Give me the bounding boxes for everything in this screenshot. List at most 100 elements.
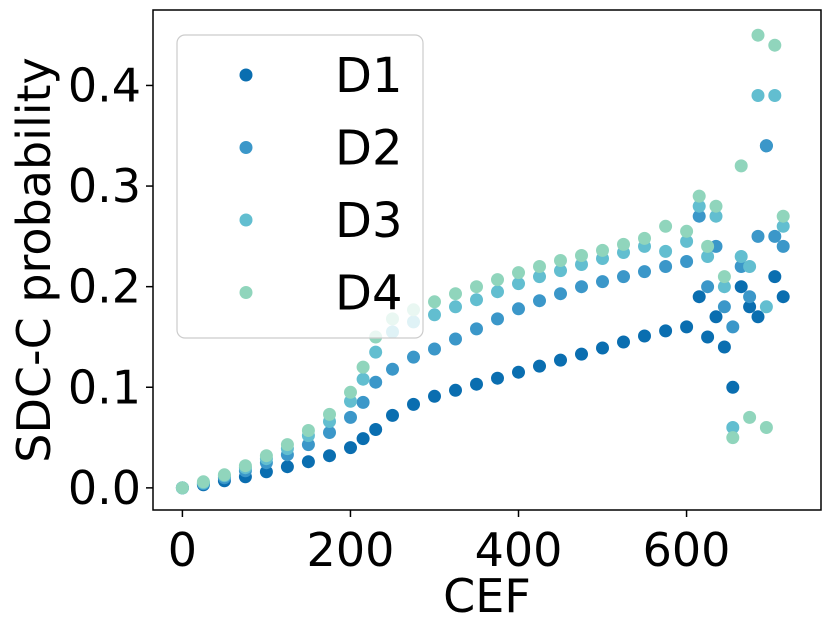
- data-point-d3: [575, 258, 588, 271]
- data-point-d4: [617, 237, 630, 251]
- data-point-d1: [659, 324, 673, 338]
- data-point-d3: [470, 293, 483, 307]
- data-point-d4: [491, 273, 504, 287]
- data-point-d4: [449, 287, 462, 301]
- data-point-d4: [768, 38, 782, 52]
- data-point-d2: [751, 229, 765, 243]
- data-point-d1: [323, 449, 336, 463]
- data-point-d1: [407, 397, 420, 411]
- data-point-d4: [726, 431, 740, 445]
- data-point-d1: [638, 329, 651, 343]
- x-axis: 0 200 400 600: [168, 510, 731, 577]
- data-point-d1: [449, 383, 462, 397]
- data-point-d2: [428, 342, 441, 356]
- data-point-d4: [692, 189, 706, 203]
- data-point-d2: [554, 287, 567, 301]
- data-point-d1: [709, 310, 723, 324]
- points-layer: [175, 28, 790, 495]
- y-tick-label: 0.3: [68, 159, 141, 213]
- data-point-d4: [470, 280, 483, 294]
- data-point-d4: [428, 295, 441, 309]
- data-point-d3: [356, 372, 370, 386]
- data-point-d4: [659, 219, 673, 233]
- data-point-d4: [175, 481, 189, 495]
- data-point-d4: [751, 28, 765, 42]
- y-axis-title: SDC-C probability: [7, 57, 61, 463]
- data-point-d2: [449, 332, 462, 346]
- data-point-d2: [768, 229, 782, 243]
- data-point-d3: [759, 300, 773, 314]
- data-point-d1: [680, 320, 694, 334]
- data-point-d2: [356, 395, 370, 409]
- data-point-d3: [768, 89, 782, 102]
- plot-frame: [152, 9, 822, 511]
- data-point-d1: [259, 465, 273, 479]
- data-point-d4: [323, 407, 336, 421]
- data-point-d1: [428, 389, 441, 403]
- data-point-d1: [596, 341, 609, 355]
- legend-marker-d1: [239, 68, 253, 82]
- data-point-d1: [369, 423, 383, 436]
- data-point-d4: [759, 421, 773, 434]
- data-point-d2: [776, 239, 790, 253]
- data-point-d4: [344, 385, 357, 399]
- data-point-d4: [743, 410, 757, 424]
- data-point-d1: [717, 340, 731, 354]
- data-point-d1: [491, 371, 504, 385]
- data-point-d2: [533, 294, 546, 308]
- data-point-d1: [575, 347, 588, 361]
- data-point-d3: [512, 277, 525, 291]
- data-point-d2: [369, 375, 383, 389]
- data-point-d3: [726, 421, 740, 434]
- data-point-d4: [701, 239, 715, 253]
- data-point-d2: [638, 265, 651, 279]
- data-point-d3: [776, 219, 790, 233]
- data-point-d2: [701, 280, 715, 294]
- data-point-d1: [554, 353, 567, 367]
- data-point-d2: [692, 209, 706, 223]
- legend-marker-d3: [239, 213, 253, 227]
- data-point-d1: [743, 300, 757, 314]
- data-point-d1: [692, 290, 706, 304]
- y-axis: 0.0 0.1 0.2 0.3 0.4: [68, 58, 153, 515]
- legend-marker-d4: [239, 286, 253, 299]
- data-point-d4: [356, 360, 370, 374]
- x-tick-label: 600: [643, 523, 731, 577]
- data-point-d2: [759, 139, 773, 153]
- data-point-d4: [638, 231, 651, 245]
- y-tick-label: 0.2: [68, 260, 141, 314]
- data-point-d2: [323, 426, 336, 439]
- data-point-d3: [717, 280, 731, 294]
- data-point-d1: [701, 330, 715, 344]
- data-point-d4: [734, 159, 748, 173]
- legend-label-d3: D3: [335, 193, 403, 249]
- y-tick-label: 0.4: [68, 58, 141, 112]
- data-point-d4: [512, 266, 525, 280]
- data-point-d3: [491, 285, 504, 299]
- data-point-d4: [196, 475, 210, 489]
- data-point-d1: [751, 310, 765, 324]
- data-point-d1: [726, 380, 740, 394]
- data-point-d4: [575, 249, 588, 262]
- data-point-d4: [259, 449, 273, 463]
- data-point-d4: [280, 438, 294, 452]
- data-point-d1: [344, 441, 357, 455]
- data-point-d1: [533, 359, 546, 373]
- data-point-d1: [470, 377, 483, 391]
- data-point-d1: [768, 270, 782, 284]
- y-tick-label: 0.1: [68, 360, 141, 414]
- data-point-d3: [734, 250, 748, 263]
- data-point-d1: [776, 290, 790, 304]
- data-point-d3: [692, 199, 706, 213]
- data-point-d2: [470, 322, 483, 336]
- x-tick-label: 200: [307, 523, 395, 577]
- legend-label-d1: D1: [335, 48, 403, 104]
- data-point-d4: [596, 243, 609, 257]
- legend-label-d2: D2: [335, 121, 403, 177]
- data-point-d2: [344, 410, 357, 424]
- data-point-d1: [512, 365, 525, 379]
- data-point-d3: [449, 300, 462, 314]
- data-point-d2: [575, 280, 588, 294]
- data-point-d3: [701, 250, 715, 263]
